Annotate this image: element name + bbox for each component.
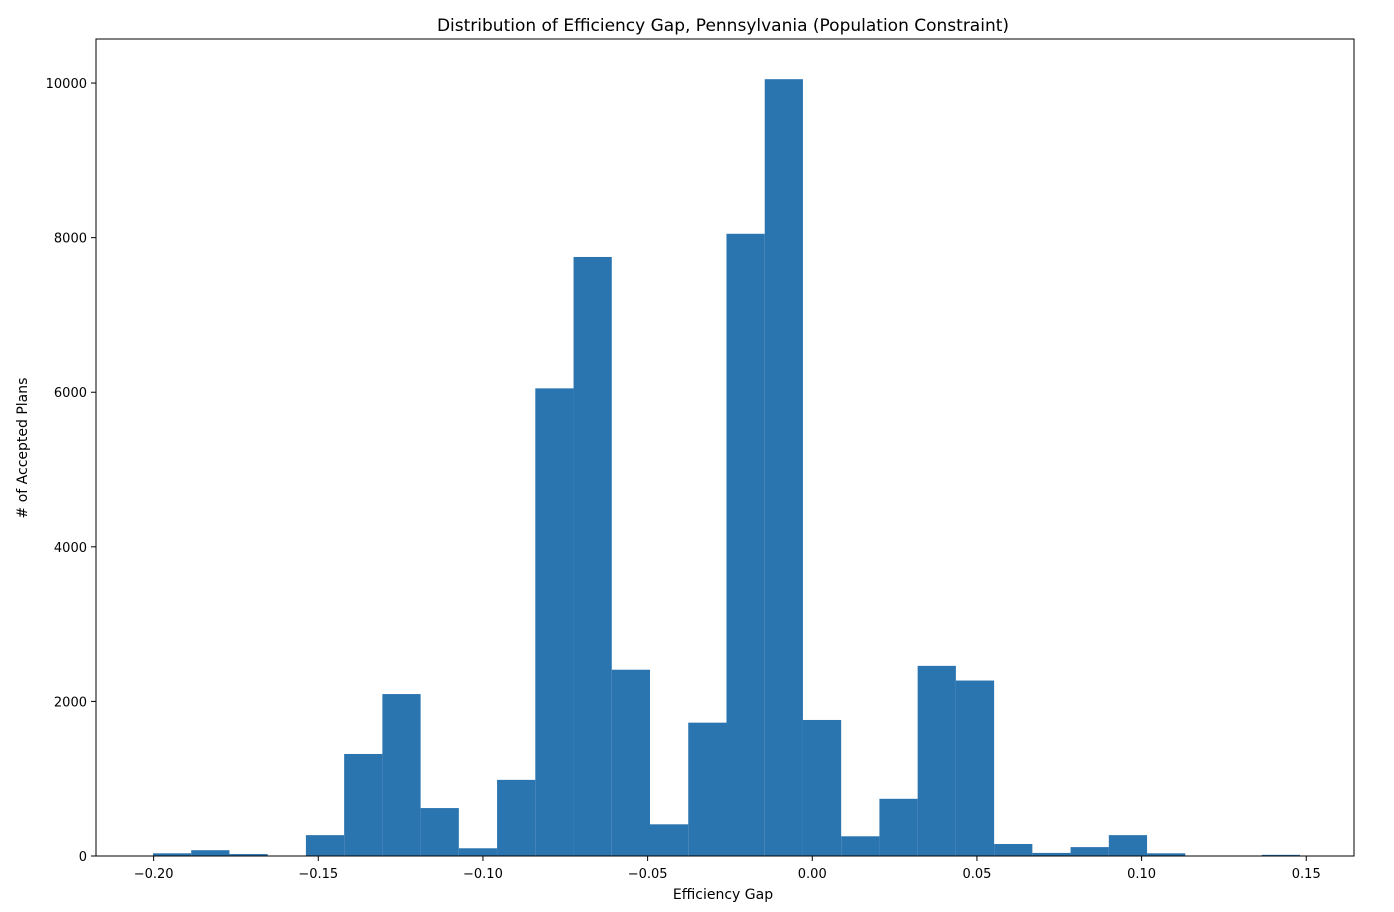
histogram-bar xyxy=(229,854,268,856)
histogram-bar xyxy=(879,798,918,856)
histogram-bar xyxy=(420,808,459,856)
y-tick-label: 6000 xyxy=(54,386,87,401)
histogram-bar xyxy=(917,665,956,856)
histogram-bar xyxy=(458,848,498,856)
histogram-bars xyxy=(152,79,1300,857)
histogram-bar xyxy=(955,680,995,856)
histogram-bar xyxy=(688,722,727,856)
x-tick-label: −0.05 xyxy=(628,867,668,882)
histogram-bar xyxy=(841,836,880,856)
histogram-bar xyxy=(1032,852,1071,856)
histogram-bar xyxy=(191,850,230,856)
plot-frame xyxy=(95,38,1355,857)
y-axis-ticks: 0 2000 4000 6000 8000 10000 xyxy=(46,77,96,865)
x-tick-label: −0.10 xyxy=(463,867,503,882)
histogram-bar xyxy=(305,835,345,856)
y-tick-label: 8000 xyxy=(54,232,87,247)
y-tick-label: 2000 xyxy=(54,695,87,710)
y-axis-title: # of Accepted Plans xyxy=(15,378,31,519)
histogram-bar xyxy=(152,853,192,856)
histogram-bar xyxy=(1147,853,1186,856)
histogram-bar xyxy=(994,844,1033,856)
histogram-bar xyxy=(1108,835,1148,856)
histogram-bar xyxy=(764,79,803,857)
y-tick-label: 4000 xyxy=(54,541,87,556)
histogram-bar xyxy=(573,256,612,856)
chart-title: Distribution of Efficiency Gap, Pennsylv… xyxy=(437,16,1009,36)
histogram-bar xyxy=(497,779,536,856)
histogram-bar xyxy=(535,388,574,856)
y-tick-label: 10000 xyxy=(46,77,87,92)
x-tick-label: −0.20 xyxy=(134,867,174,882)
histogram-bar xyxy=(726,233,765,856)
histogram-bar xyxy=(344,753,383,856)
x-axis-title: Efficiency Gap xyxy=(673,887,773,903)
histogram-bar xyxy=(1261,854,1300,856)
x-tick-label: −0.15 xyxy=(298,867,338,882)
histogram-bar xyxy=(650,824,689,856)
histogram-bar xyxy=(802,719,842,856)
histogram-bar xyxy=(611,669,651,856)
y-tick-label: 0 xyxy=(79,850,87,865)
x-tick-label: 0.00 xyxy=(798,867,827,882)
x-tick-label: 0.15 xyxy=(1292,867,1321,882)
x-axis-ticks: −0.20 −0.15 −0.10 −0.05 0.00 0.05 0.10 0.15 xyxy=(134,856,1321,882)
x-tick-label: 0.05 xyxy=(962,867,991,882)
histogram-bar xyxy=(1070,847,1109,856)
histogram-bar xyxy=(382,694,421,856)
x-tick-label: 0.10 xyxy=(1127,867,1156,882)
